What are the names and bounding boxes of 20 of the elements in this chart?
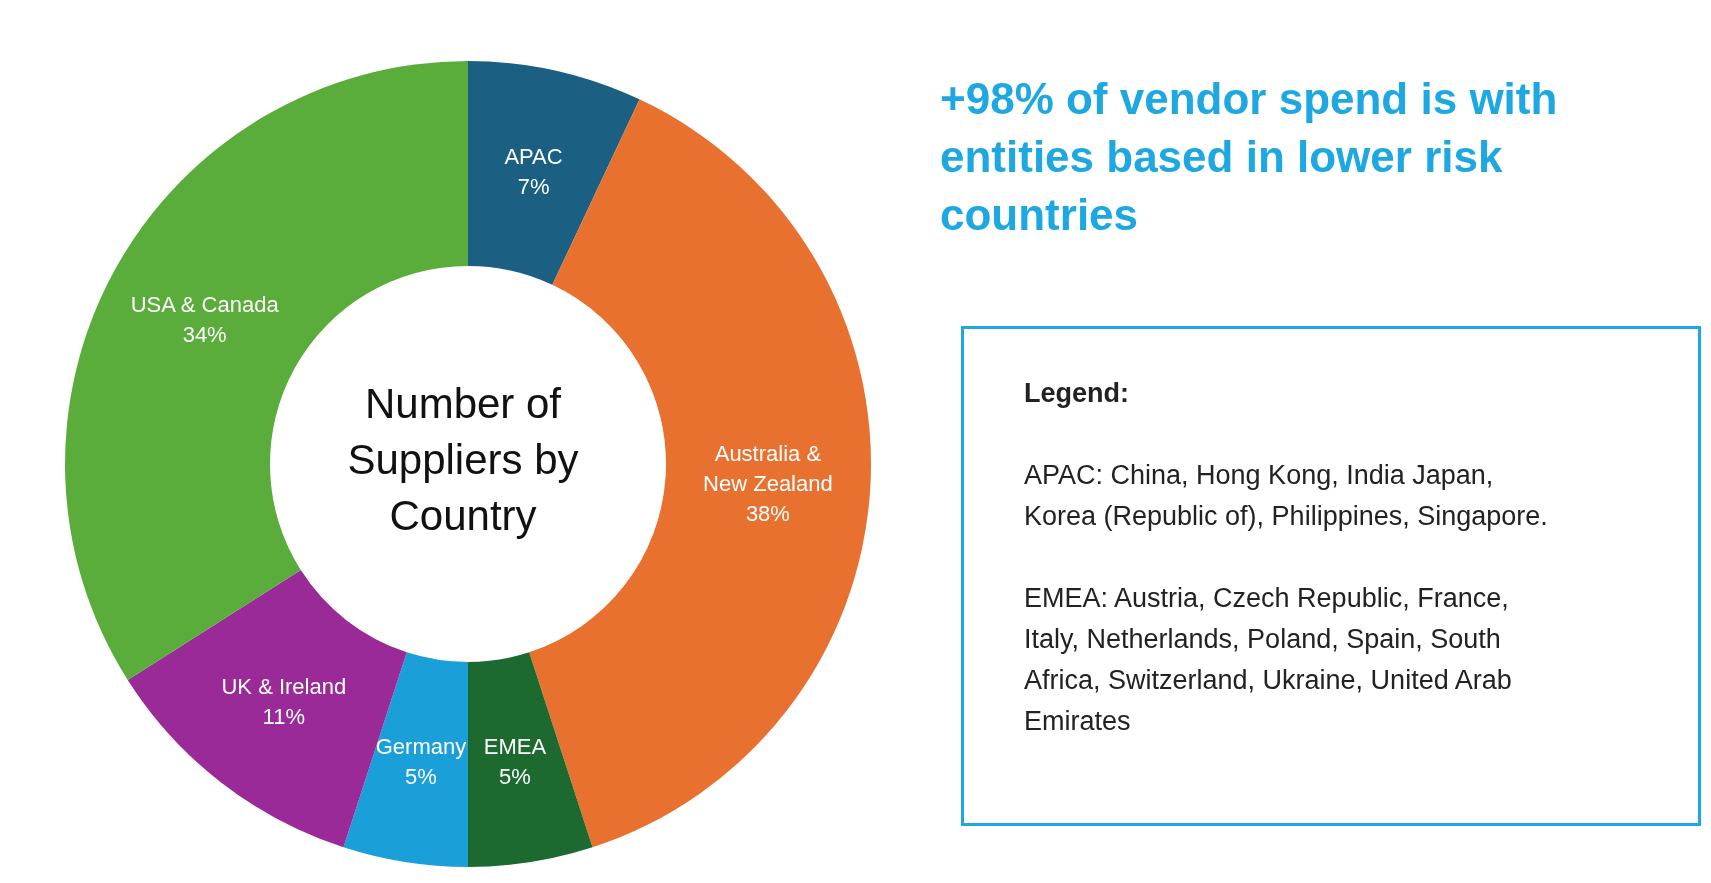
slice-label: Germany [375, 733, 467, 759]
text: +98% of vendor spend is with entities based in lower risk countries [940, 73, 1559, 241]
data-label: 7% [517, 173, 550, 199]
slice-label: EMEA [483, 733, 547, 759]
data-label: 34% [182, 321, 227, 347]
data-label: 5% [405, 763, 437, 789]
data-label: 5% [499, 763, 531, 789]
text: Legend: [1024, 377, 1130, 410]
donut-slice [468, 61, 640, 285]
slice-label: USA & Canada [130, 291, 280, 317]
slice-label: APAC [504, 143, 563, 169]
text: Number of Suppliers by Country [347, 379, 579, 539]
slice-label: UK & Ireland [221, 673, 347, 699]
donut-slice [343, 652, 468, 867]
data-label: 38% [745, 500, 790, 526]
data-label: 11% [262, 703, 306, 729]
text: EMEA: Austria, Czech Republic, France, Italy, Netherlands, Poland, Spain, South Africa, Switzerland, Ukraine, United Arab Emirates [1024, 582, 1513, 738]
donut-slice [468, 652, 593, 867]
text: APAC: China, Hong Kong, India Japan, Korea (Republic of), Philippines, Singapore. [1024, 459, 1548, 533]
slice-label: Australia & New Zealand [703, 440, 833, 496]
